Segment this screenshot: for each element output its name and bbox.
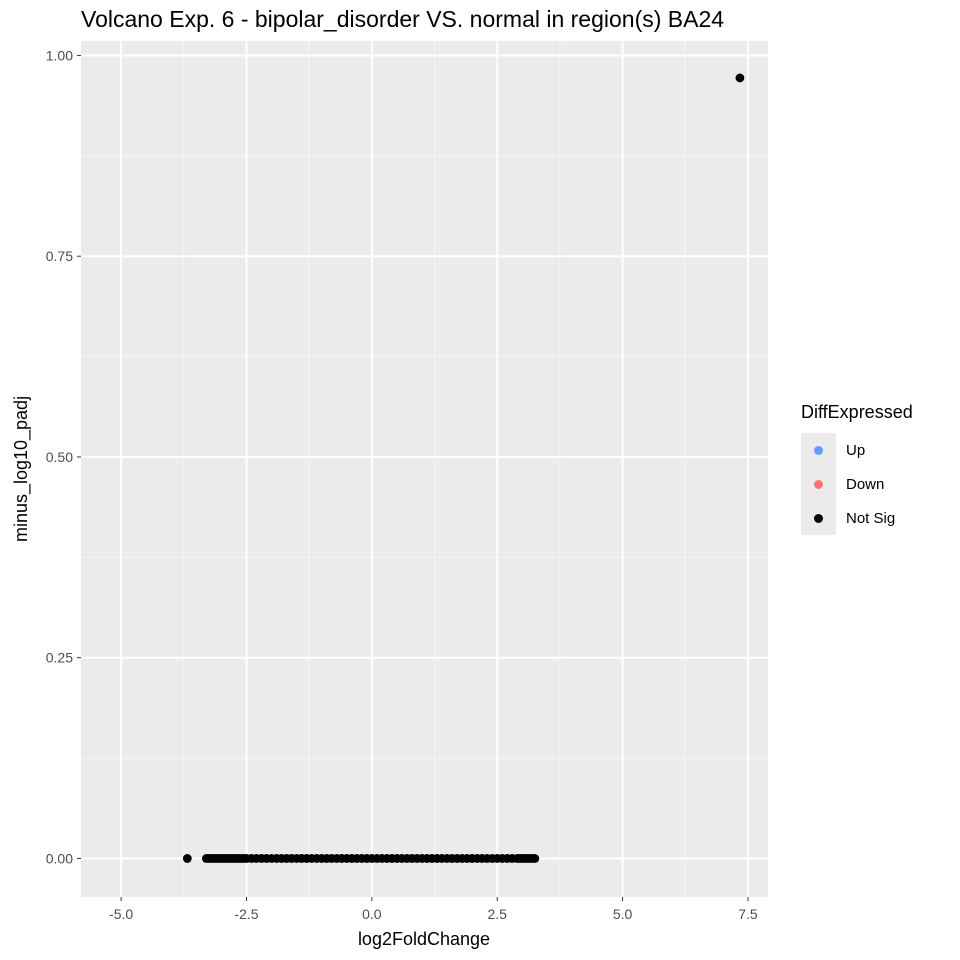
y-tick-label: 0.00: [46, 850, 73, 866]
minor-gridlines: [81, 41, 768, 897]
legend-key-down: [801, 467, 836, 501]
y-tick-label: 0.25: [46, 650, 73, 666]
x-tick-label: -5.0: [109, 906, 133, 922]
legend-label-down: Down: [846, 475, 885, 493]
legend: DiffExpressed Up Down Not Sig: [801, 402, 913, 535]
data-point: [735, 73, 745, 83]
y-axis: 0.00 0.25 0.50 0.75 1.00: [46, 47, 81, 866]
chart-title: Volcano Exp. 6 - bipolar_disorder VS. no…: [81, 6, 725, 32]
y-tick-label: 0.50: [46, 449, 73, 465]
x-tick-label: 7.5: [738, 906, 758, 922]
x-axis: -5.0 -2.5 0.0 2.5 5.0 7.5: [109, 897, 758, 922]
legend-key-not-sig: [801, 501, 836, 535]
legend-dot-down: [814, 480, 823, 489]
y-tick-label: 0.75: [46, 248, 73, 264]
legend-title: DiffExpressed: [801, 402, 913, 422]
x-tick-label: 0.0: [362, 906, 382, 922]
legend-item-down: Down: [801, 467, 913, 501]
plot-panel: [81, 41, 768, 897]
legend-label-up: Up: [846, 441, 866, 459]
data-point: [182, 854, 192, 863]
data-point: [530, 854, 540, 863]
legend-dot-up: [814, 446, 823, 455]
y-tick-label: 1.00: [46, 47, 73, 63]
legend-label-not-sig: Not Sig: [846, 509, 896, 527]
data-points: [182, 73, 745, 863]
legend-item-up: Up: [801, 433, 913, 467]
legend-item-not-sig: Not Sig: [801, 501, 913, 535]
x-tick-label: -2.5: [234, 906, 258, 922]
x-tick-label: 5.0: [613, 906, 633, 922]
legend-dot-not-sig: [814, 514, 823, 523]
y-axis-title: minus_log10_padj: [11, 396, 32, 542]
x-tick-label: 2.5: [487, 906, 507, 922]
x-axis-title: log2FoldChange: [358, 929, 490, 949]
legend-key-up: [801, 433, 836, 467]
